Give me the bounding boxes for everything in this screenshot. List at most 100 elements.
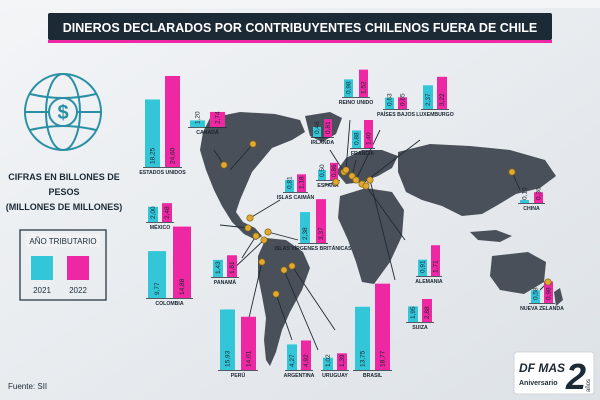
bar-2021-irlanda [313,126,321,137]
bar-group-irlanda: 0,46 0,81 IRLANDA [311,119,335,146]
value-label-2022-china: 0,36 [536,187,543,200]
value-label-2022-uruguay: 1,39 [339,354,346,367]
title-accent [48,40,552,43]
bar-group-suiza: 1,95 2,88 SUIZA [406,298,434,331]
country-label-suiza: SUIZA [412,325,428,331]
bar-group-mexico: 2,00 2,48 MÉXICO [146,203,174,231]
legend-swatch-2022 [67,256,89,280]
value-label-2021-islas-vg: 2,38 [302,227,309,240]
bar-2021-panama [213,259,223,277]
indonesia-shape [470,230,512,242]
bar-group-brasil: 13,75 18,77 BRASIL [353,283,392,379]
value-label-2021-islas-caiman: 0,81 [287,176,294,189]
legend: AÑO TRIBUTARIO 2021 2022 [19,229,107,301]
new-zealand-shape [554,288,563,306]
bar-2022-peru [241,316,256,370]
bar-2022-islas-vg [316,199,326,243]
south-america-shape [258,238,310,366]
value-label-2022-estados-unidos: 24,60 [170,147,177,164]
leader-line-paises-bajos [355,129,381,181]
legend-swatch-2021 [31,256,53,280]
bar-2022-uruguay [337,353,347,370]
value-label-2022-francia: 1,40 [366,132,373,145]
leader-line-reino-unido [345,119,351,171]
country-label-irlanda: IRLANDA [311,140,335,146]
australia-shape [490,252,546,294]
leader-line-alemania [365,185,406,241]
africa-shape [338,188,404,284]
title-bar [48,13,552,40]
country-label-francia: FRANCIA [351,151,375,157]
badge-number: 2 [565,356,586,397]
marker-peru [258,258,266,266]
country-label-uruguay: URUGUAY [322,373,348,379]
value-label-2022-islas-vg: 3,37 [318,227,325,240]
badge-text: Aniversario [519,380,558,387]
header: DINEROS DECLARADOS POR CONTRIBUYENTES CH… [0,0,600,43]
globe-dollar-icon: $ [24,73,102,151]
svg-text:(MILLONES DE MILLONES): (MILLONES DE MILLONES) [6,202,123,212]
country-label-mexico: MÉXICO [150,223,170,231]
legend-label-2021: 2021 [33,286,51,295]
value-label-2021-nueva-zelanda: 0,58 [533,287,540,300]
bar-group-uruguay: 1,02 1,39 URUGUAY [321,353,349,379]
country-markers [220,140,552,298]
page-title: DINEROS DECLARADOS POR CONTRIBUYENTES CH… [63,21,538,35]
value-label-2021-colombia: 9,77 [154,282,161,295]
bar-2021-argentina [287,344,297,370]
marker-panama [252,232,260,240]
country-label-peru: PERÚ [231,372,246,379]
value-label-2021-reino-unido: 0,98 [346,81,353,94]
value-label-2022-islas-caiman: 1,18 [299,176,306,189]
leader-line-uruguay [283,269,319,351]
country-label-luxemburgo: LUXEMBURGO [416,112,453,118]
bar-2021-islas-vg [300,212,310,243]
leader-line-luxemburgo [361,139,421,185]
value-label-2021-luxemburgo: 2,37 [425,93,432,106]
anniversary-badge: DF MAS Aniversario 2 años [513,351,595,397]
leader-line-panama [241,235,257,259]
bar-2022-paises-bajos [398,97,407,109]
country-label-estados-unidos: ESTADOS UNIDOS [139,170,186,176]
marker-paises-bajos [352,176,360,184]
leader-line-brasil [291,265,336,331]
value-label-2022-paises-bajos: 0,65 [400,93,407,106]
bar-2021-peru [220,309,235,370]
north-america-shape [200,112,305,240]
value-label-2021-canada: 1,20 [195,111,202,124]
bar-2022-suiza [422,298,432,322]
legend-label-2022: 2022 [69,286,87,295]
bar-2021-luxemburgo [423,85,433,109]
country-label-nueva-zelanda: NUEVA ZELANDA [520,306,564,312]
bar-group-alemania: 0,91 1,71 ALEMANIA [415,245,443,285]
leader-line-mexico [219,224,249,229]
bar-group-paises-bajos: 0,63 0,65 PAÍSES BAJOS [377,93,415,118]
marker-argentina [272,290,280,298]
marker-islas-vg [264,228,272,236]
units-note: CIFRAS EN BILLONES DE PESOS (MILLONES DE… [6,172,123,212]
value-label-2021-paises-bajos: 0,63 [387,93,394,106]
bar-2021-islas-caiman [285,179,294,192]
bar-2021-espana [318,170,326,180]
marker-colombia [260,236,268,244]
leader-line-suiza [369,179,396,281]
leader-line-islas-caiman [249,199,281,219]
country-label-canada: CANADÁ [196,129,219,136]
bar-group-china: 0,10 0,36 CHINA [518,187,545,212]
bar-2022-nueva-zelanda [544,281,553,303]
country-label-panama: PANAMÁ [214,279,237,286]
value-label-2021-estados-unidos: 18,25 [150,147,157,164]
country-label-china: CHINA [523,206,540,212]
value-label-2022-nueva-zelanda: 0,98 [546,287,553,300]
leader-line-irlanda [329,149,345,173]
bar-2022-brasil [375,283,390,370]
country-label-islas-vg: ISLAS VÍRGENES BRITÁNICAS [275,244,352,252]
bar-2022-panama [227,255,237,277]
bar-2022-luxemburgo [437,76,447,109]
bar-2021-suiza [408,306,418,322]
marker-brasil [288,262,296,270]
marker-china [508,168,516,176]
bar-2022-argentina [301,340,311,370]
bar-2022-china [534,192,543,203]
bar-group-nueva-zelanda: 0,58 0,98 NUEVA ZELANDA [520,281,564,312]
